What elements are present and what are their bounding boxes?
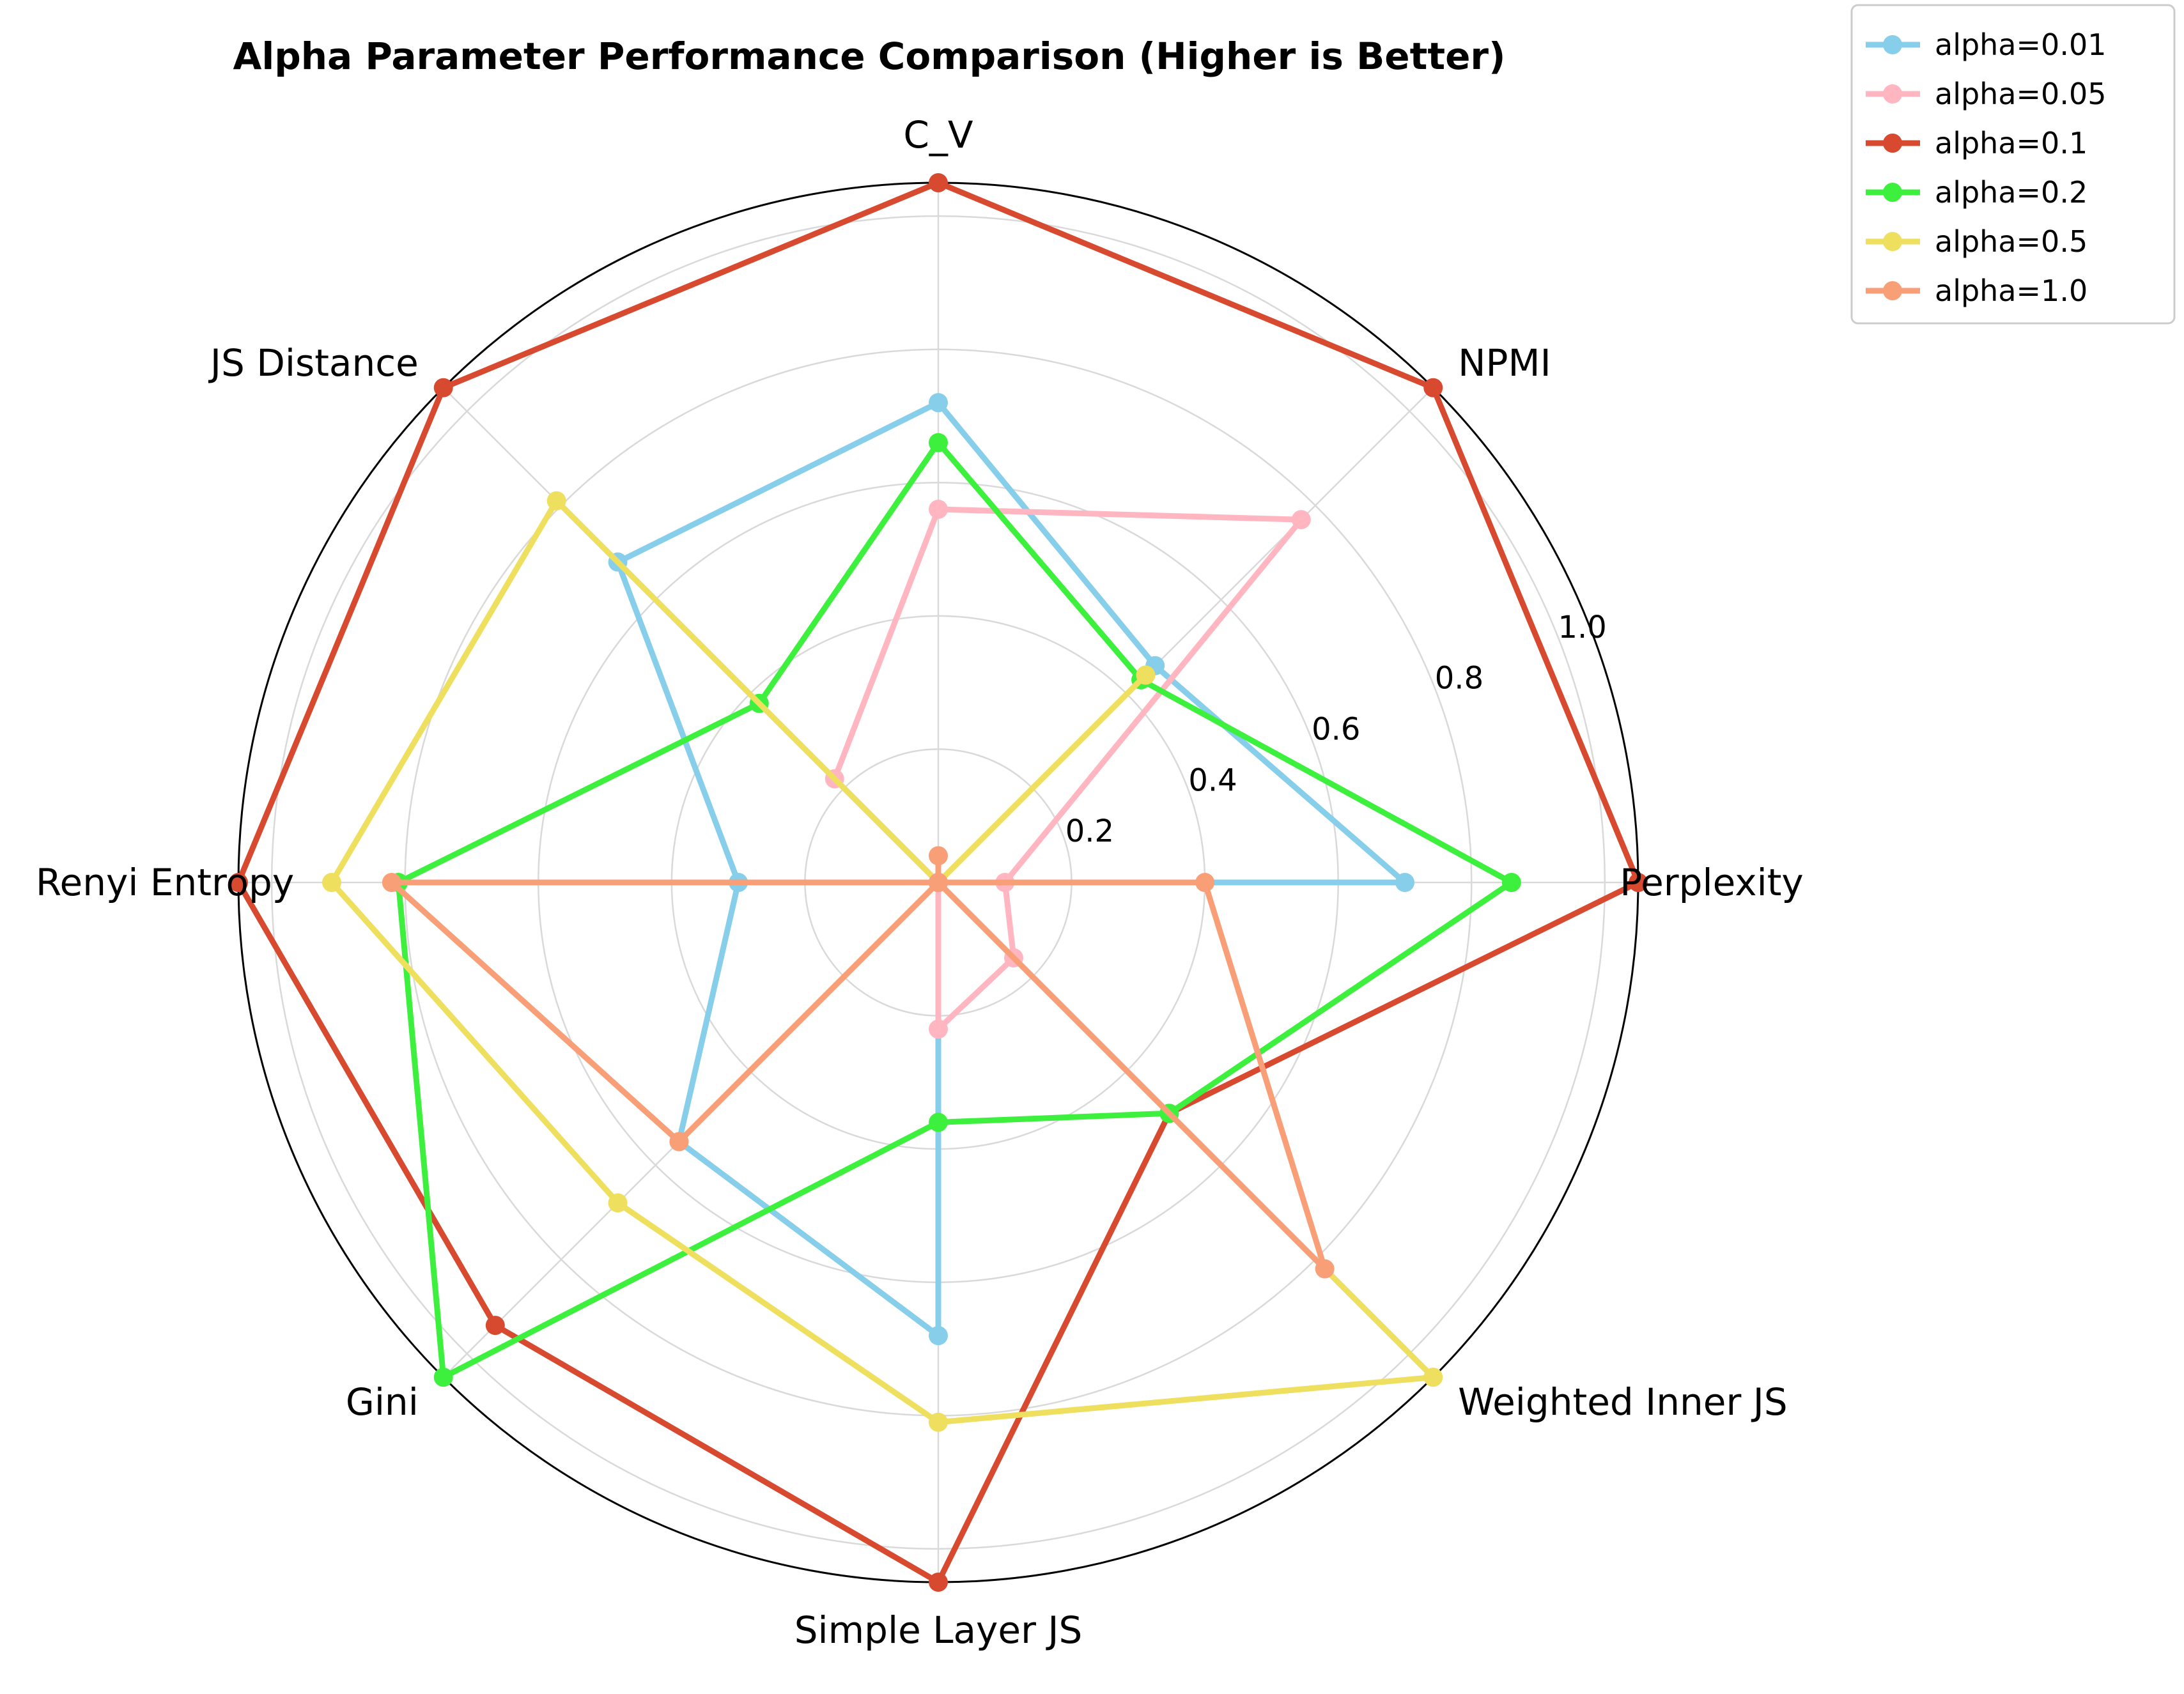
data-point-4-5 (608, 1193, 628, 1212)
chart-title: Alpha Parameter Performance Comparison (… (233, 35, 1505, 78)
series-3 (389, 433, 1521, 1387)
data-point-3-0 (1502, 873, 1521, 892)
data-point-5-4 (382, 873, 401, 892)
axis-label-js-distance: JS Distance (208, 341, 419, 385)
data-point-2-3 (434, 378, 453, 397)
data-point-5-6 (929, 873, 948, 892)
data-point-0-0 (1395, 873, 1414, 892)
legend-label-1: alpha=0.05 (1935, 77, 2106, 111)
legend-swatch-marker-2 (1883, 134, 1902, 153)
legend-label-3: alpha=0.2 (1935, 175, 2087, 210)
series-0 (608, 393, 1414, 1345)
data-point-3-5 (434, 1367, 453, 1387)
data-point-4-7 (1423, 1367, 1443, 1387)
legend-swatch-marker-4 (1883, 232, 1902, 251)
legend-label-2: alpha=0.1 (1935, 126, 2087, 160)
data-point-2-1 (1423, 378, 1443, 397)
data-point-1-1 (1292, 510, 1311, 529)
axis-label-gini: Gini (346, 1380, 419, 1424)
data-point-3-2 (929, 433, 948, 452)
axis-label-npmi: NPMI (1458, 341, 1551, 385)
data-point-2-2 (929, 173, 948, 192)
radial-tick-label-2: 0.6 (1312, 712, 1360, 748)
data-point-4-4 (322, 873, 341, 892)
data-point-5-7 (1315, 1259, 1335, 1279)
legend-label-4: alpha=0.5 (1935, 224, 2087, 259)
legend[interactable]: alpha=0.01 alpha=0.05 alpha=0.1 alpha=0.2 al… (1852, 5, 2174, 323)
radial-tick-label-0: 0.2 (1065, 813, 1114, 849)
radial-tick-label-3: 0.8 (1435, 661, 1483, 697)
series-line-4 (332, 501, 1433, 1422)
legend-label-5: alpha=1.0 (1935, 273, 2087, 308)
series-line-5 (392, 856, 1325, 1268)
series-5 (382, 846, 1335, 1278)
series-line-3 (398, 443, 1512, 1378)
data-point-0-2 (929, 393, 948, 412)
data-point-3-6 (929, 1113, 948, 1132)
data-point-2-6 (929, 1573, 948, 1592)
axis-label-c-v: C_V (903, 113, 973, 157)
legend-swatch-marker-3 (1883, 183, 1902, 202)
data-point-0-6 (929, 1326, 948, 1345)
data-point-4-1 (1136, 666, 1155, 685)
data-point-5-5 (669, 1132, 688, 1151)
axis-label-perplexity: Perplexity (1620, 861, 1804, 904)
legend-swatch-marker-5 (1883, 281, 1902, 300)
data-point-4-6 (929, 1413, 948, 1432)
data-point-5-0 (1195, 873, 1214, 892)
data-point-2-5 (486, 1316, 505, 1335)
axis-label-weighted-inner-js: Weighted Inner JS (1458, 1380, 1788, 1424)
legend-swatch-marker-0 (1883, 35, 1902, 54)
data-point-1-2 (929, 500, 948, 519)
axis-label-renyi-entropy: Renyi Entropy (36, 861, 294, 904)
axis-label-simple-layer-js: Simple Layer JS (794, 1608, 1083, 1652)
radial-tick-label-1: 0.4 (1188, 762, 1237, 798)
radial-tick-label-4: 1.0 (1558, 610, 1606, 645)
legend-swatch-marker-1 (1883, 84, 1902, 104)
data-point-1-6 (929, 1019, 948, 1038)
series-line-0 (618, 403, 1405, 1336)
data-point-5-2 (929, 846, 948, 865)
data-point-4-3 (547, 491, 566, 511)
legend-label-0: alpha=0.01 (1935, 27, 2106, 62)
series-1 (825, 500, 1311, 1038)
